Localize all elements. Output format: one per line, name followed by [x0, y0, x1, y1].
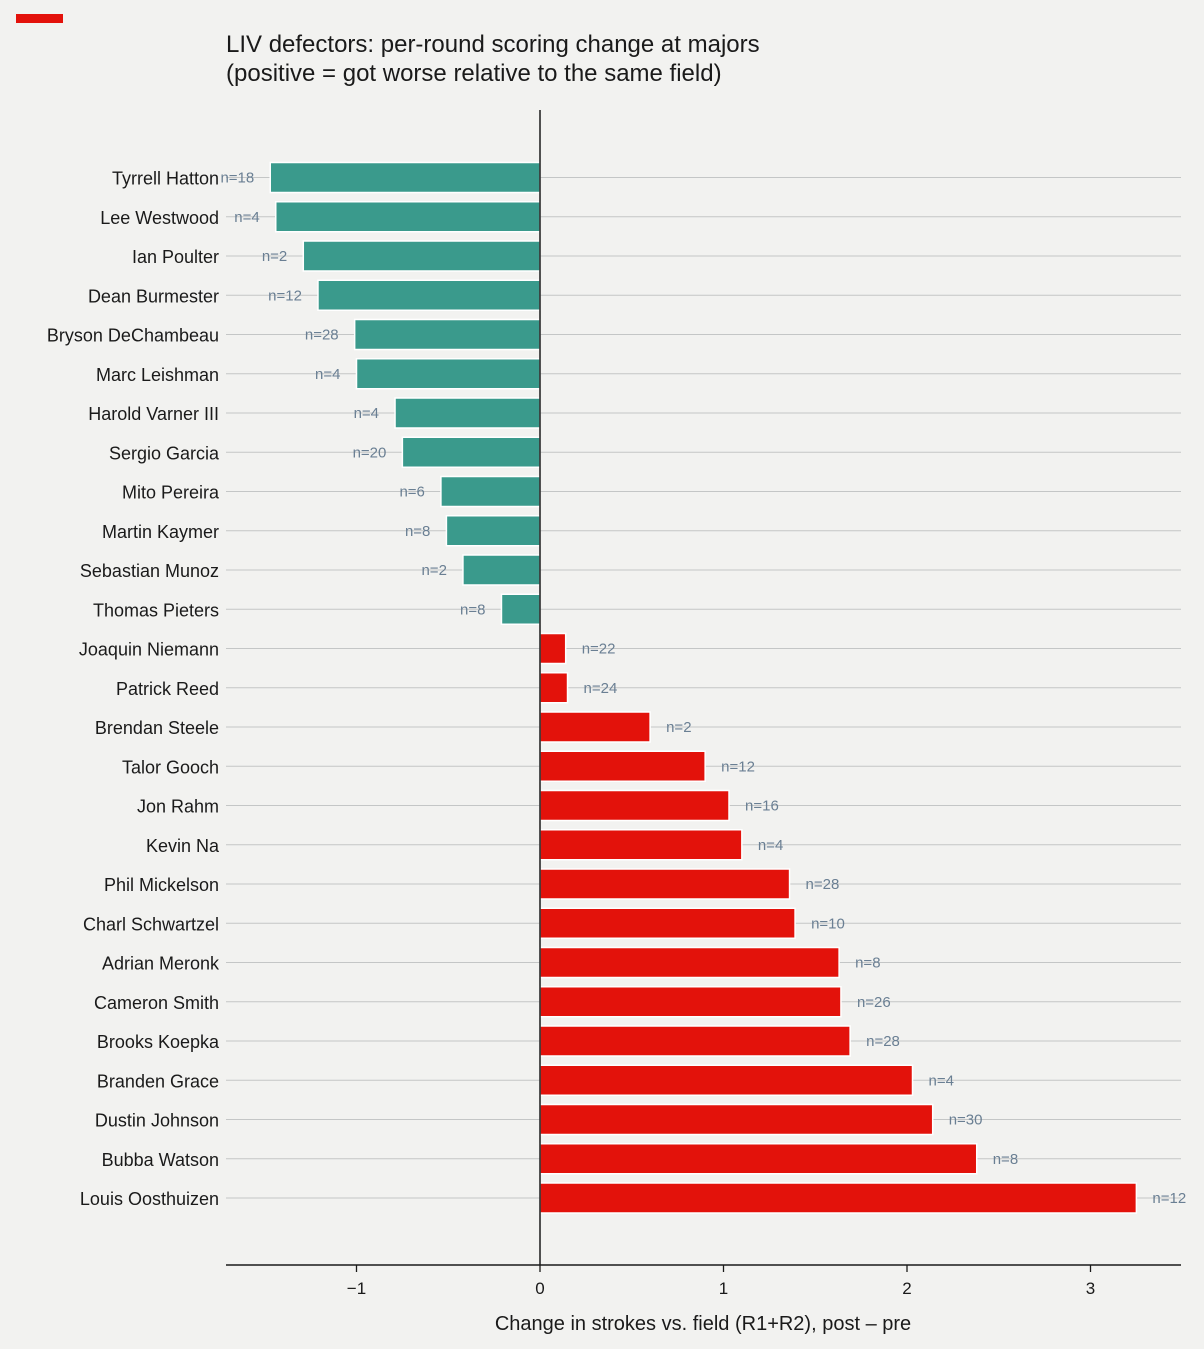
category-label: Cameron Smith: [94, 993, 219, 1013]
n-label: n=2: [666, 719, 691, 736]
n-label: n=2: [421, 562, 446, 579]
bar: [269, 161, 541, 194]
x-axis: −1 0 1 2 3: [226, 110, 1181, 1298]
category-label: Bubba Watson: [102, 1150, 219, 1170]
n-label: n=26: [857, 994, 891, 1011]
bar: [394, 397, 541, 429]
x-tick-label: 2: [902, 1279, 911, 1298]
bar: [539, 672, 569, 704]
category-label: Joaquin Niemann: [79, 640, 219, 660]
n-label: n=4: [315, 366, 340, 383]
bar: [539, 868, 791, 900]
category-label: Mito Pereira: [122, 483, 220, 503]
n-label: n=22: [582, 641, 616, 658]
bar: [445, 515, 541, 547]
chart-title-text: LIV defectors: per-round scoring change …: [226, 31, 760, 58]
category-label: Bryson DeChambeau: [47, 326, 219, 346]
n-label: n=8: [855, 955, 880, 972]
bar: [539, 946, 840, 979]
category-label: Adrian Meronk: [102, 954, 220, 974]
bar: [539, 789, 730, 822]
n-label: n=6: [399, 484, 424, 501]
category-label: Brendan Steele: [95, 718, 219, 738]
category-label: Sebastian Munoz: [80, 561, 219, 581]
category-label: Dean Burmester: [88, 286, 219, 306]
bar: [539, 1064, 914, 1096]
n-label: n=12: [1152, 1190, 1186, 1207]
n-label: n=4: [234, 209, 259, 226]
n-label: n=16: [745, 798, 779, 815]
category-label: Ian Poulter: [132, 247, 219, 267]
category-label: Thomas Pieters: [93, 600, 219, 620]
category-label: Kevin Na: [146, 836, 220, 856]
bar: [539, 632, 567, 665]
n-label: n=20: [353, 444, 387, 461]
x-tick-label: 0: [535, 1279, 544, 1298]
bar: [462, 554, 541, 586]
n-label: n=18: [220, 170, 254, 187]
category-label: Talor Gooch: [122, 757, 219, 777]
accent-bar: [16, 14, 63, 23]
n-label: n=8: [405, 523, 430, 540]
category-label: Martin Kaymer: [102, 522, 219, 542]
category-label: Branden Grace: [97, 1071, 219, 1091]
bar: [302, 240, 541, 272]
n-label: n=4: [929, 1072, 954, 1089]
bars: [269, 161, 1138, 1214]
x-tick-label: −1: [347, 1279, 366, 1298]
category-label: Sergio Garcia: [109, 443, 220, 463]
bar: [440, 475, 541, 508]
category-labels: Tyrrell Hatton Lee Westwood Ian Poulter Dea…: [47, 169, 220, 1210]
n-label: n=28: [866, 1033, 900, 1050]
category-label: Tyrrell Hatton: [112, 169, 219, 189]
category-label: Jon Rahm: [137, 797, 219, 817]
n-labels: n=18 n=4 n=2 n=12 n=28 n=4 n=4 n=20 n=6 n=8 n=2 n=8…: [220, 170, 1186, 1208]
bar: [275, 201, 541, 233]
bar: [539, 711, 651, 743]
n-label: n=30: [949, 1112, 983, 1129]
n-label: n=4: [354, 405, 379, 422]
n-label: n=24: [584, 680, 618, 697]
n-label: n=8: [460, 601, 485, 618]
category-label: Marc Leishman: [96, 365, 219, 385]
bar: [500, 593, 541, 625]
bar: [539, 1103, 934, 1136]
bar: [539, 1143, 978, 1175]
n-label: n=28: [806, 876, 840, 893]
category-label: Brooks Koepka: [97, 1032, 220, 1052]
x-tick-label: 1: [719, 1279, 728, 1298]
bar: [539, 986, 842, 1018]
chart-subtitle-text: (positive = got worse relative to the sa…: [226, 60, 722, 87]
bar: [355, 358, 541, 390]
category-label: Phil Mickelson: [104, 875, 219, 895]
gridlines: [226, 177, 1181, 1199]
n-label: n=4: [758, 837, 783, 854]
x-tick-label: 3: [1086, 1279, 1095, 1298]
chart-title: LIV defectors: per-round scoring change …: [226, 30, 760, 88]
bar: [353, 318, 541, 351]
category-label: Patrick Reed: [116, 679, 219, 699]
n-label: n=10: [811, 915, 845, 932]
n-label: n=12: [721, 758, 755, 775]
category-label: Harold Varner III: [88, 404, 219, 424]
bar: [539, 829, 743, 861]
category-label: Charl Schwartzel: [83, 914, 219, 934]
bar: [317, 279, 541, 311]
n-label: n=28: [305, 327, 339, 344]
category-label: Dustin Johnson: [95, 1111, 219, 1131]
bar: [539, 1025, 851, 1057]
category-label: Lee Westwood: [100, 208, 219, 228]
x-axis-label: Change in strokes vs. field (R1+R2), pos…: [495, 1313, 911, 1335]
bar: [401, 436, 541, 468]
bar: [539, 750, 706, 782]
category-label: Louis Oosthuizen: [80, 1189, 219, 1209]
n-label: n=12: [268, 287, 302, 304]
bar: [539, 907, 796, 939]
n-label: n=2: [262, 248, 287, 265]
bar: [539, 1182, 1138, 1214]
n-label: n=8: [993, 1151, 1018, 1168]
